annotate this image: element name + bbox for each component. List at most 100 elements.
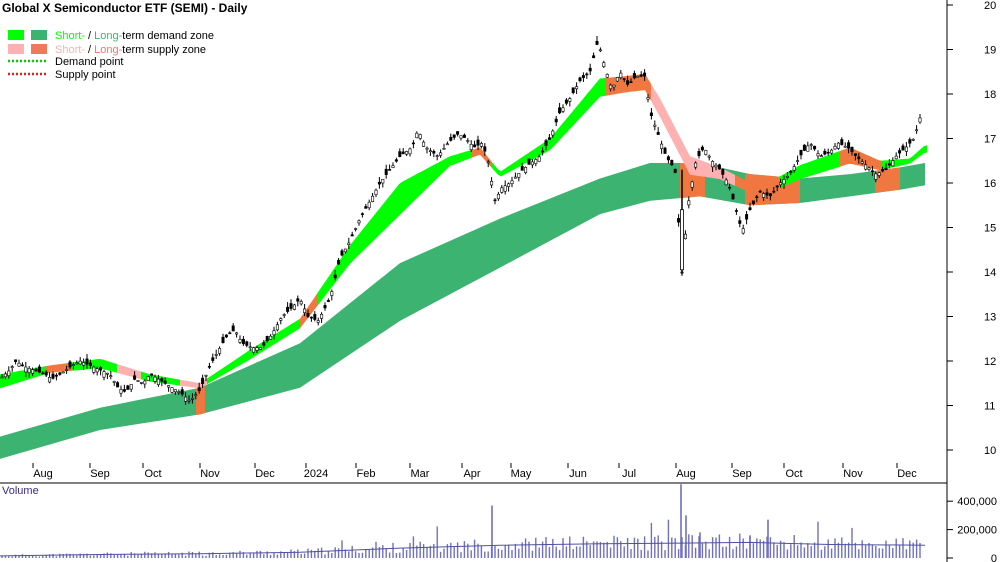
legend-swatch-short [8,44,24,54]
short-term-band-segment [798,164,801,180]
x-tick-label: Sep [90,468,110,480]
candle-body [51,373,55,379]
short-term-band-segment [756,185,759,197]
short-term-band-segment [525,153,528,164]
y-tick-label: 13 [984,312,996,324]
candle-body [262,342,266,346]
candle-body [500,187,504,193]
candle-body [221,336,225,344]
short-term-band-segment [336,261,339,282]
short-term-band-segment [294,320,297,332]
short-term-band-segment [654,88,657,112]
short-term-band-segment [99,358,102,369]
short-term-band-segment [183,380,186,387]
candle-body [364,206,368,209]
short-term-band-segment [699,159,702,177]
candle-body [653,124,657,127]
candle-body [911,139,915,141]
short-term-band-segment [663,104,666,129]
legend-swatch-short [8,30,24,40]
short-term-band-segment [426,167,429,190]
short-term-band-segment [795,166,798,182]
candle-body [843,145,847,148]
candle-body [27,368,31,373]
candle-body [704,150,708,155]
short-term-band-segment [438,161,441,178]
short-term-band-segment [534,147,537,159]
candle-body [119,389,123,394]
candle-body [122,389,126,392]
short-term-band-segment [804,162,807,178]
candle-body [775,185,779,188]
candle-body [792,166,796,171]
short-term-band-segment [483,151,486,162]
short-term-band-segment [21,370,24,382]
short-term-band-segment [576,103,579,123]
candle-body [432,151,436,154]
short-term-band-segment [558,125,561,142]
short-term-band-segment [141,371,144,380]
candle-body [585,73,589,76]
short-term-band-segment [420,170,423,196]
short-term-band-segment [588,89,591,110]
short-term-band-segment [276,331,279,344]
short-term-band-segment [828,154,831,171]
candle-body [3,373,7,378]
short-term-band-segment [594,82,597,104]
candle-body [14,359,18,362]
short-term-band-segment [744,179,747,192]
candle-body [435,155,439,157]
candle-body [156,378,160,385]
candle-body [476,139,480,146]
short-term-band-segment [213,372,216,381]
candle-body [218,348,222,354]
short-term-band-segment [177,379,180,386]
x-tick-label: Aug [676,468,696,480]
candle-body [806,145,810,152]
short-term-band-segment [909,156,912,164]
candle-body [197,387,201,392]
candle-body [425,147,429,150]
candle-body [459,135,463,139]
volume-panel: Volume 0 200,000 400,000 [0,483,997,562]
candle-body [830,149,834,154]
candle-body [37,366,41,373]
candle-body [622,78,626,80]
short-term-band-segment [168,377,171,385]
candle-body [734,210,738,212]
short-term-band-segment [150,374,153,382]
y-tick-label: 10 [984,445,996,457]
candle-body [833,146,837,150]
candle-body [741,228,745,234]
x-tick-label: Oct [785,468,802,480]
candle-body [442,148,446,150]
candle-body [595,40,599,45]
candle-body [541,150,545,153]
short-term-band-segment [96,358,99,369]
candle-body [160,378,164,382]
legend-swatch-long [31,30,47,40]
short-term-band-segment [423,169,426,193]
short-term-band-segment [453,154,456,165]
short-term-band-segment [894,159,897,168]
candle-body [360,213,364,215]
candle-body [802,144,806,151]
candle-body [772,190,776,193]
short-term-band-segment [870,156,873,169]
short-term-band-segment [633,75,636,92]
candle-body [129,384,133,390]
candle-body [687,200,691,206]
short-term-band-segment [12,371,15,385]
candle-body [904,146,908,152]
short-term-band-segment [441,159,444,175]
candle-body [204,374,208,377]
candle-body [479,143,483,147]
x-tick-label: Mar [411,468,430,480]
short-term-band-segment [681,138,684,164]
short-term-band-segment [669,115,672,140]
short-term-band-segment [354,236,357,260]
short-term-band-segment [309,301,312,317]
short-term-band-segment [414,173,417,201]
price-axis: 10 11 12 13 14 15 16 17 18 19 20 [947,0,996,457]
short-term-band-segment [666,110,669,135]
